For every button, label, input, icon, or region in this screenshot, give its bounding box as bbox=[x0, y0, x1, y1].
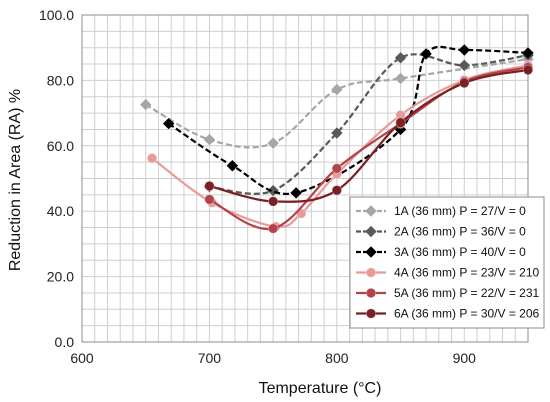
y-tick-label: 80.0 bbox=[47, 72, 74, 88]
data-point bbox=[146, 153, 158, 164]
x-tick-label: 700 bbox=[198, 350, 222, 366]
legend-label: 2A (36 mm) P = 36/V = 0 bbox=[394, 225, 526, 239]
data-point bbox=[459, 77, 470, 89]
data-point bbox=[162, 117, 175, 130]
data-point bbox=[394, 72, 407, 85]
data-point bbox=[458, 44, 470, 56]
data-point bbox=[395, 117, 406, 128]
data-point bbox=[204, 180, 215, 192]
y-tick-labels: 0.0 20.0 40.0 60.0 80.0 100.0 bbox=[39, 7, 74, 350]
series-3 bbox=[162, 44, 534, 199]
legend-entry: 1A (36 mm) P = 27/V = 0 bbox=[356, 204, 526, 218]
data-point bbox=[420, 48, 432, 60]
legend-label: 3A (36 mm) P = 40/V = 0 bbox=[394, 245, 526, 259]
y-tick-label: 60.0 bbox=[47, 138, 74, 154]
data-point bbox=[331, 83, 343, 96]
legend-label: 4A (36 mm) P = 23/V = 210 bbox=[394, 266, 540, 280]
legend-marker bbox=[365, 308, 377, 319]
legend-entry: 4A (36 mm) P = 23/V = 210 bbox=[356, 266, 540, 280]
data-point bbox=[267, 223, 279, 234]
data-point bbox=[331, 185, 343, 196]
legend-marker bbox=[365, 287, 377, 299]
legend-label: 5A (36 mm) P = 22/V = 231 bbox=[394, 286, 540, 300]
data-point bbox=[394, 52, 407, 64]
data-point bbox=[226, 160, 239, 172]
series-6 bbox=[204, 64, 534, 207]
series-line bbox=[208, 66, 529, 231]
y-axis-title: Reduction in Area (RA) % bbox=[7, 89, 24, 271]
legend-marker bbox=[365, 205, 377, 217]
data-point bbox=[331, 127, 343, 139]
x-axis-title: Temperature (°C) bbox=[259, 380, 382, 397]
legend-box bbox=[349, 196, 545, 329]
series-line bbox=[209, 68, 529, 203]
plot-frame bbox=[81, 14, 529, 343]
y-tick-label: 20.0 bbox=[47, 269, 74, 285]
legend-marker bbox=[365, 225, 377, 238]
data-point bbox=[522, 47, 534, 59]
legend-entry: 5A (36 mm) P = 22/V = 231 bbox=[356, 286, 540, 300]
y-tick-label: 100.0 bbox=[39, 7, 74, 23]
legend-label: 6A (36 mm) P = 30/V = 206 bbox=[394, 307, 540, 321]
data-point bbox=[204, 194, 215, 205]
x-tick-labels: 600 700 800 900 bbox=[70, 350, 476, 366]
legend-marker bbox=[365, 246, 377, 258]
data-point bbox=[203, 133, 216, 146]
y-tick-label: 40.0 bbox=[47, 203, 74, 219]
legend-label: 1A (36 mm) P = 27/V = 0 bbox=[394, 204, 526, 218]
x-tick-label: 600 bbox=[70, 350, 94, 366]
legend-entry: 2A (36 mm) P = 36/V = 0 bbox=[356, 225, 526, 239]
series-line bbox=[145, 58, 529, 149]
data-point bbox=[267, 196, 279, 207]
data-point bbox=[458, 59, 470, 72]
legend-marker bbox=[365, 267, 377, 278]
y-tick-label: 0.0 bbox=[55, 334, 75, 350]
data-point bbox=[267, 137, 279, 149]
data-point bbox=[290, 187, 302, 199]
data-point bbox=[331, 163, 343, 174]
data-point bbox=[140, 98, 152, 111]
data-point bbox=[522, 64, 534, 76]
series-group bbox=[140, 44, 534, 234]
legend-entry: 6A (36 mm) P = 30/V = 206 bbox=[356, 307, 540, 321]
x-tick-label: 900 bbox=[453, 350, 477, 366]
legend: 1A (36 mm) P = 27/V = 0 2A (36 mm) P = 36… bbox=[349, 196, 545, 329]
legend-entry: 3A (36 mm) P = 40/V = 0 bbox=[356, 245, 526, 259]
x-tick-label: 800 bbox=[325, 350, 349, 366]
